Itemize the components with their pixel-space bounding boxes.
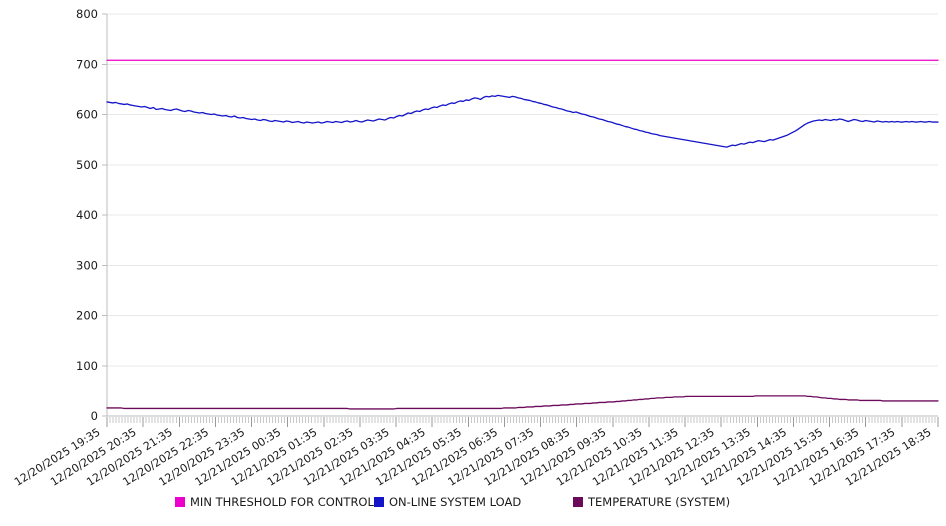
- legend-swatch-1[interactable]: [374, 497, 384, 507]
- series-line-1: [106, 94, 939, 148]
- series-line-2: [106, 395, 939, 410]
- y-axis-tick-labels: 0 100 200 300 400 500 600 700 800: [76, 7, 98, 423]
- grid-lines: [107, 13, 938, 367]
- legend-label-2[interactable]: TEMPERATURE (SYSTEM): [587, 495, 730, 509]
- y-axis: [102, 13, 108, 417]
- legend-swatch-0[interactable]: [175, 497, 185, 507]
- y-axis-tick-label: 200: [76, 309, 98, 323]
- y-axis-tick-label: 400: [76, 208, 98, 222]
- y-axis-tick-label: 800: [76, 7, 98, 21]
- x-axis: [106, 415, 939, 427]
- y-axis-tick-label: 300: [76, 258, 98, 272]
- y-axis-tick-label: 700: [76, 57, 98, 71]
- legend-swatch-2[interactable]: [573, 497, 583, 507]
- series-lines: [106, 59, 939, 410]
- legend-label-0[interactable]: MIN THRESHOLD FOR CONTROL: [190, 495, 374, 509]
- y-axis-tick-label: 500: [76, 158, 98, 172]
- chart-legend: MIN THRESHOLD FOR CONTROL ON-LINE SYSTEM …: [175, 495, 730, 509]
- y-axis-tick-label: 0: [91, 409, 98, 423]
- y-axis-tick-label: 100: [76, 359, 98, 373]
- legend-label-1[interactable]: ON-LINE SYSTEM LOAD: [389, 495, 521, 509]
- y-axis-tick-label: 600: [76, 108, 98, 122]
